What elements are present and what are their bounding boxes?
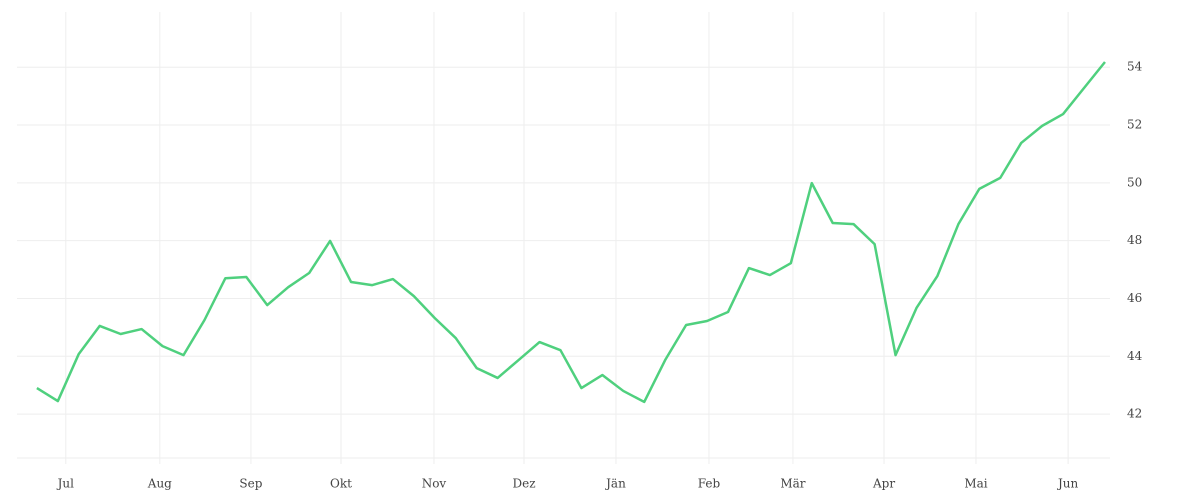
x-tick-label: Feb xyxy=(698,477,721,491)
x-tick-label: Okt xyxy=(330,477,352,491)
y-tick-label: 42 xyxy=(1127,407,1142,421)
x-tick-label: Mär xyxy=(780,477,805,491)
y-tick-label: 46 xyxy=(1127,291,1142,305)
x-tick-label: Nov xyxy=(422,477,447,491)
x-tick-label: Aug xyxy=(147,477,172,491)
x-tick-label: Jän xyxy=(604,477,626,491)
x-tick-label: Mai xyxy=(964,477,987,491)
line-series xyxy=(36,61,1106,404)
y-tick-label: 52 xyxy=(1127,118,1142,132)
x-tick-label: Sep xyxy=(239,477,262,491)
x-tick-label: Apr xyxy=(872,477,895,491)
y-tick-label: 48 xyxy=(1127,233,1142,247)
y-tick-label: 44 xyxy=(1127,349,1143,363)
x-tick-label: Jun xyxy=(1056,477,1079,491)
y-tick-label: 50 xyxy=(1127,175,1142,189)
x-tick-label: Jul xyxy=(56,477,75,491)
x-tick-label: Dez xyxy=(512,477,535,491)
y-tick-label: 54 xyxy=(1127,60,1143,74)
